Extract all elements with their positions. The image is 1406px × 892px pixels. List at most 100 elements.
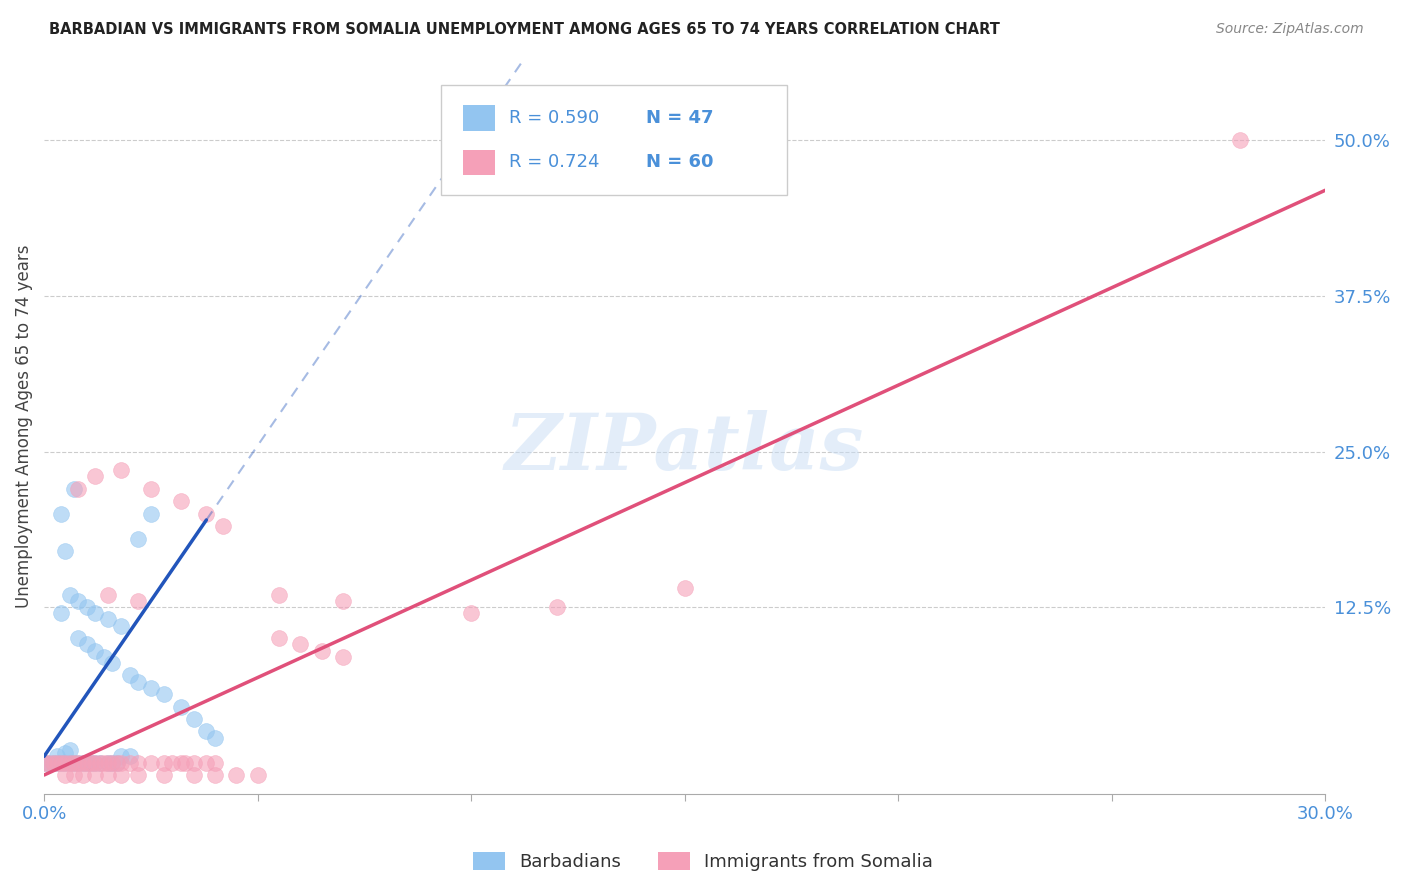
Point [55,768,77,782]
Point [673,582,696,596]
Point [332,594,354,608]
Point [195,756,218,770]
Point [84,469,107,483]
Point [204,768,226,782]
Point [101,656,124,670]
Point [1229,133,1251,147]
Point [41,756,63,770]
Point [55,756,77,770]
Point [72,756,94,770]
Point [80,756,103,770]
Text: N = 60: N = 60 [647,153,714,171]
Point [139,681,162,695]
Point [110,756,132,770]
Point [93,756,115,770]
Text: R = 0.724: R = 0.724 [509,153,600,171]
Point [76,600,98,615]
Point [152,756,174,770]
Point [76,637,98,651]
Point [152,768,174,782]
FancyBboxPatch shape [463,105,495,131]
Point [51,507,73,521]
Point [195,507,218,521]
Point [204,756,226,770]
Point [127,532,149,546]
Point [76,756,98,770]
Point [267,631,290,645]
Point [246,768,269,782]
Point [45,756,67,770]
Point [32,756,55,770]
Point [101,756,124,770]
Point [51,756,73,770]
Point [105,756,128,770]
Legend: Barbadians, Immigrants from Somalia: Barbadians, Immigrants from Somalia [465,845,941,879]
Point [32,756,55,770]
Point [97,588,120,602]
Point [59,756,82,770]
Point [110,618,132,632]
Point [110,749,132,764]
Point [332,649,354,664]
Point [67,482,90,496]
Point [51,756,73,770]
Point [51,607,73,621]
Point [55,756,77,770]
Point [80,756,103,770]
Point [97,756,120,770]
Point [101,756,124,770]
Point [59,588,82,602]
Point [84,607,107,621]
Point [127,674,149,689]
Text: Source: ZipAtlas.com: Source: ZipAtlas.com [1216,22,1364,37]
Point [97,756,120,770]
Point [311,643,333,657]
Point [55,746,77,760]
Point [63,756,86,770]
Point [170,756,193,770]
Text: ZIPatlas: ZIPatlas [505,410,865,487]
FancyBboxPatch shape [441,86,787,195]
Point [460,607,482,621]
Point [67,756,90,770]
Point [84,643,107,657]
Point [204,731,226,745]
Point [59,743,82,757]
Point [105,756,128,770]
Y-axis label: Unemployment Among Ages 65 to 74 years: Unemployment Among Ages 65 to 74 years [15,245,32,608]
Point [127,768,149,782]
Point [59,756,82,770]
Point [67,594,90,608]
Point [195,724,218,739]
Text: N = 47: N = 47 [647,110,714,128]
Point [67,756,90,770]
Point [84,756,107,770]
Point [160,756,183,770]
Point [118,756,141,770]
Text: BARBADIAN VS IMMIGRANTS FROM SOMALIA UNEMPLOYMENT AMONG AGES 65 TO 74 YEARS CORR: BARBADIAN VS IMMIGRANTS FROM SOMALIA UNE… [49,22,1000,37]
Point [76,756,98,770]
Point [97,768,120,782]
Point [127,756,149,770]
Point [67,631,90,645]
Point [110,768,132,782]
Point [89,756,111,770]
Point [63,756,86,770]
Point [93,649,115,664]
Point [170,699,193,714]
Point [118,668,141,682]
Point [84,756,107,770]
Point [84,768,107,782]
Point [37,756,59,770]
Point [267,588,290,602]
Point [183,712,205,726]
Point [55,544,77,558]
Point [546,600,568,615]
Point [89,756,111,770]
Point [152,687,174,701]
Point [45,749,67,764]
Point [45,756,67,770]
Point [110,463,132,477]
Point [290,637,312,651]
Point [127,594,149,608]
